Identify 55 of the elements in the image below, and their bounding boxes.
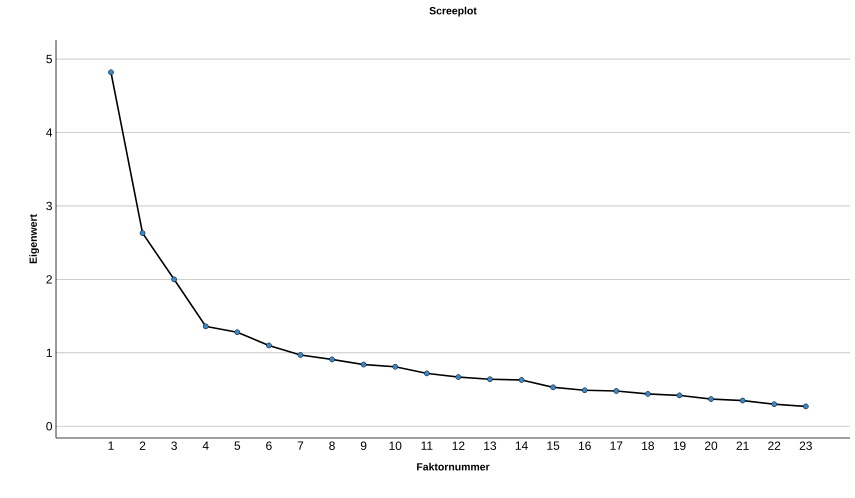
point: [802, 404, 809, 410]
y-tick-label: 0: [46, 422, 52, 430]
x-tick-label: 7: [298, 442, 304, 450]
y-tick-label: 5: [46, 54, 52, 64]
x-tick-label: 10: [389, 442, 402, 450]
y-tick-label: 3: [46, 202, 52, 210]
point: [202, 324, 209, 330]
x-tick-label: 8: [329, 442, 335, 450]
point: [645, 391, 651, 397]
point: [234, 329, 240, 336]
x-tick-label: 1: [108, 442, 114, 450]
x-tick-label: 9: [360, 442, 366, 450]
point: [487, 376, 493, 382]
y-tick-label: 4: [46, 128, 52, 137]
point: [266, 342, 272, 348]
point: [582, 387, 588, 394]
x-tick-label: 5: [234, 442, 240, 450]
x-tick-label: 18: [642, 442, 654, 450]
y-tick-label: 2: [46, 275, 52, 284]
x-tick-label: 6: [266, 442, 272, 450]
x-tick-label: 17: [610, 442, 622, 450]
x-tick-label: 20: [704, 442, 718, 450]
point: [108, 69, 114, 76]
chart-title: Screeplot: [429, 6, 477, 16]
x-tick-label: 16: [578, 442, 591, 450]
y-tick-label: 1: [46, 348, 52, 357]
y-axis-title: Eigenwert: [29, 214, 39, 264]
x-tick-label: 11: [421, 442, 432, 450]
point: [708, 396, 714, 402]
x-tick-label: 4: [202, 442, 209, 450]
x-tick-label: 13: [484, 442, 496, 450]
point: [329, 356, 335, 362]
point: [550, 384, 556, 390]
x-tick-label: 23: [800, 442, 812, 450]
point: [171, 276, 177, 282]
point: [140, 230, 146, 236]
point: [456, 374, 462, 380]
point: [518, 377, 524, 383]
point: [771, 401, 778, 408]
point: [360, 362, 366, 368]
x-tick-label: 21: [736, 442, 749, 450]
x-tick-label: 14: [516, 442, 528, 450]
point: [613, 388, 620, 394]
x-axis-title: Faktornummer: [417, 462, 490, 470]
point: [676, 392, 682, 398]
point: [424, 370, 430, 376]
point: [298, 352, 304, 358]
x-tick-label: 3: [171, 442, 177, 450]
x-tick-label: 12: [452, 442, 464, 450]
point: [392, 364, 398, 370]
x-tick-label: 19: [674, 442, 686, 450]
x-tick-label: 22: [768, 442, 780, 450]
point: [740, 398, 746, 404]
x-tick-label: 2: [140, 442, 146, 450]
x-tick-label: 15: [547, 442, 560, 450]
